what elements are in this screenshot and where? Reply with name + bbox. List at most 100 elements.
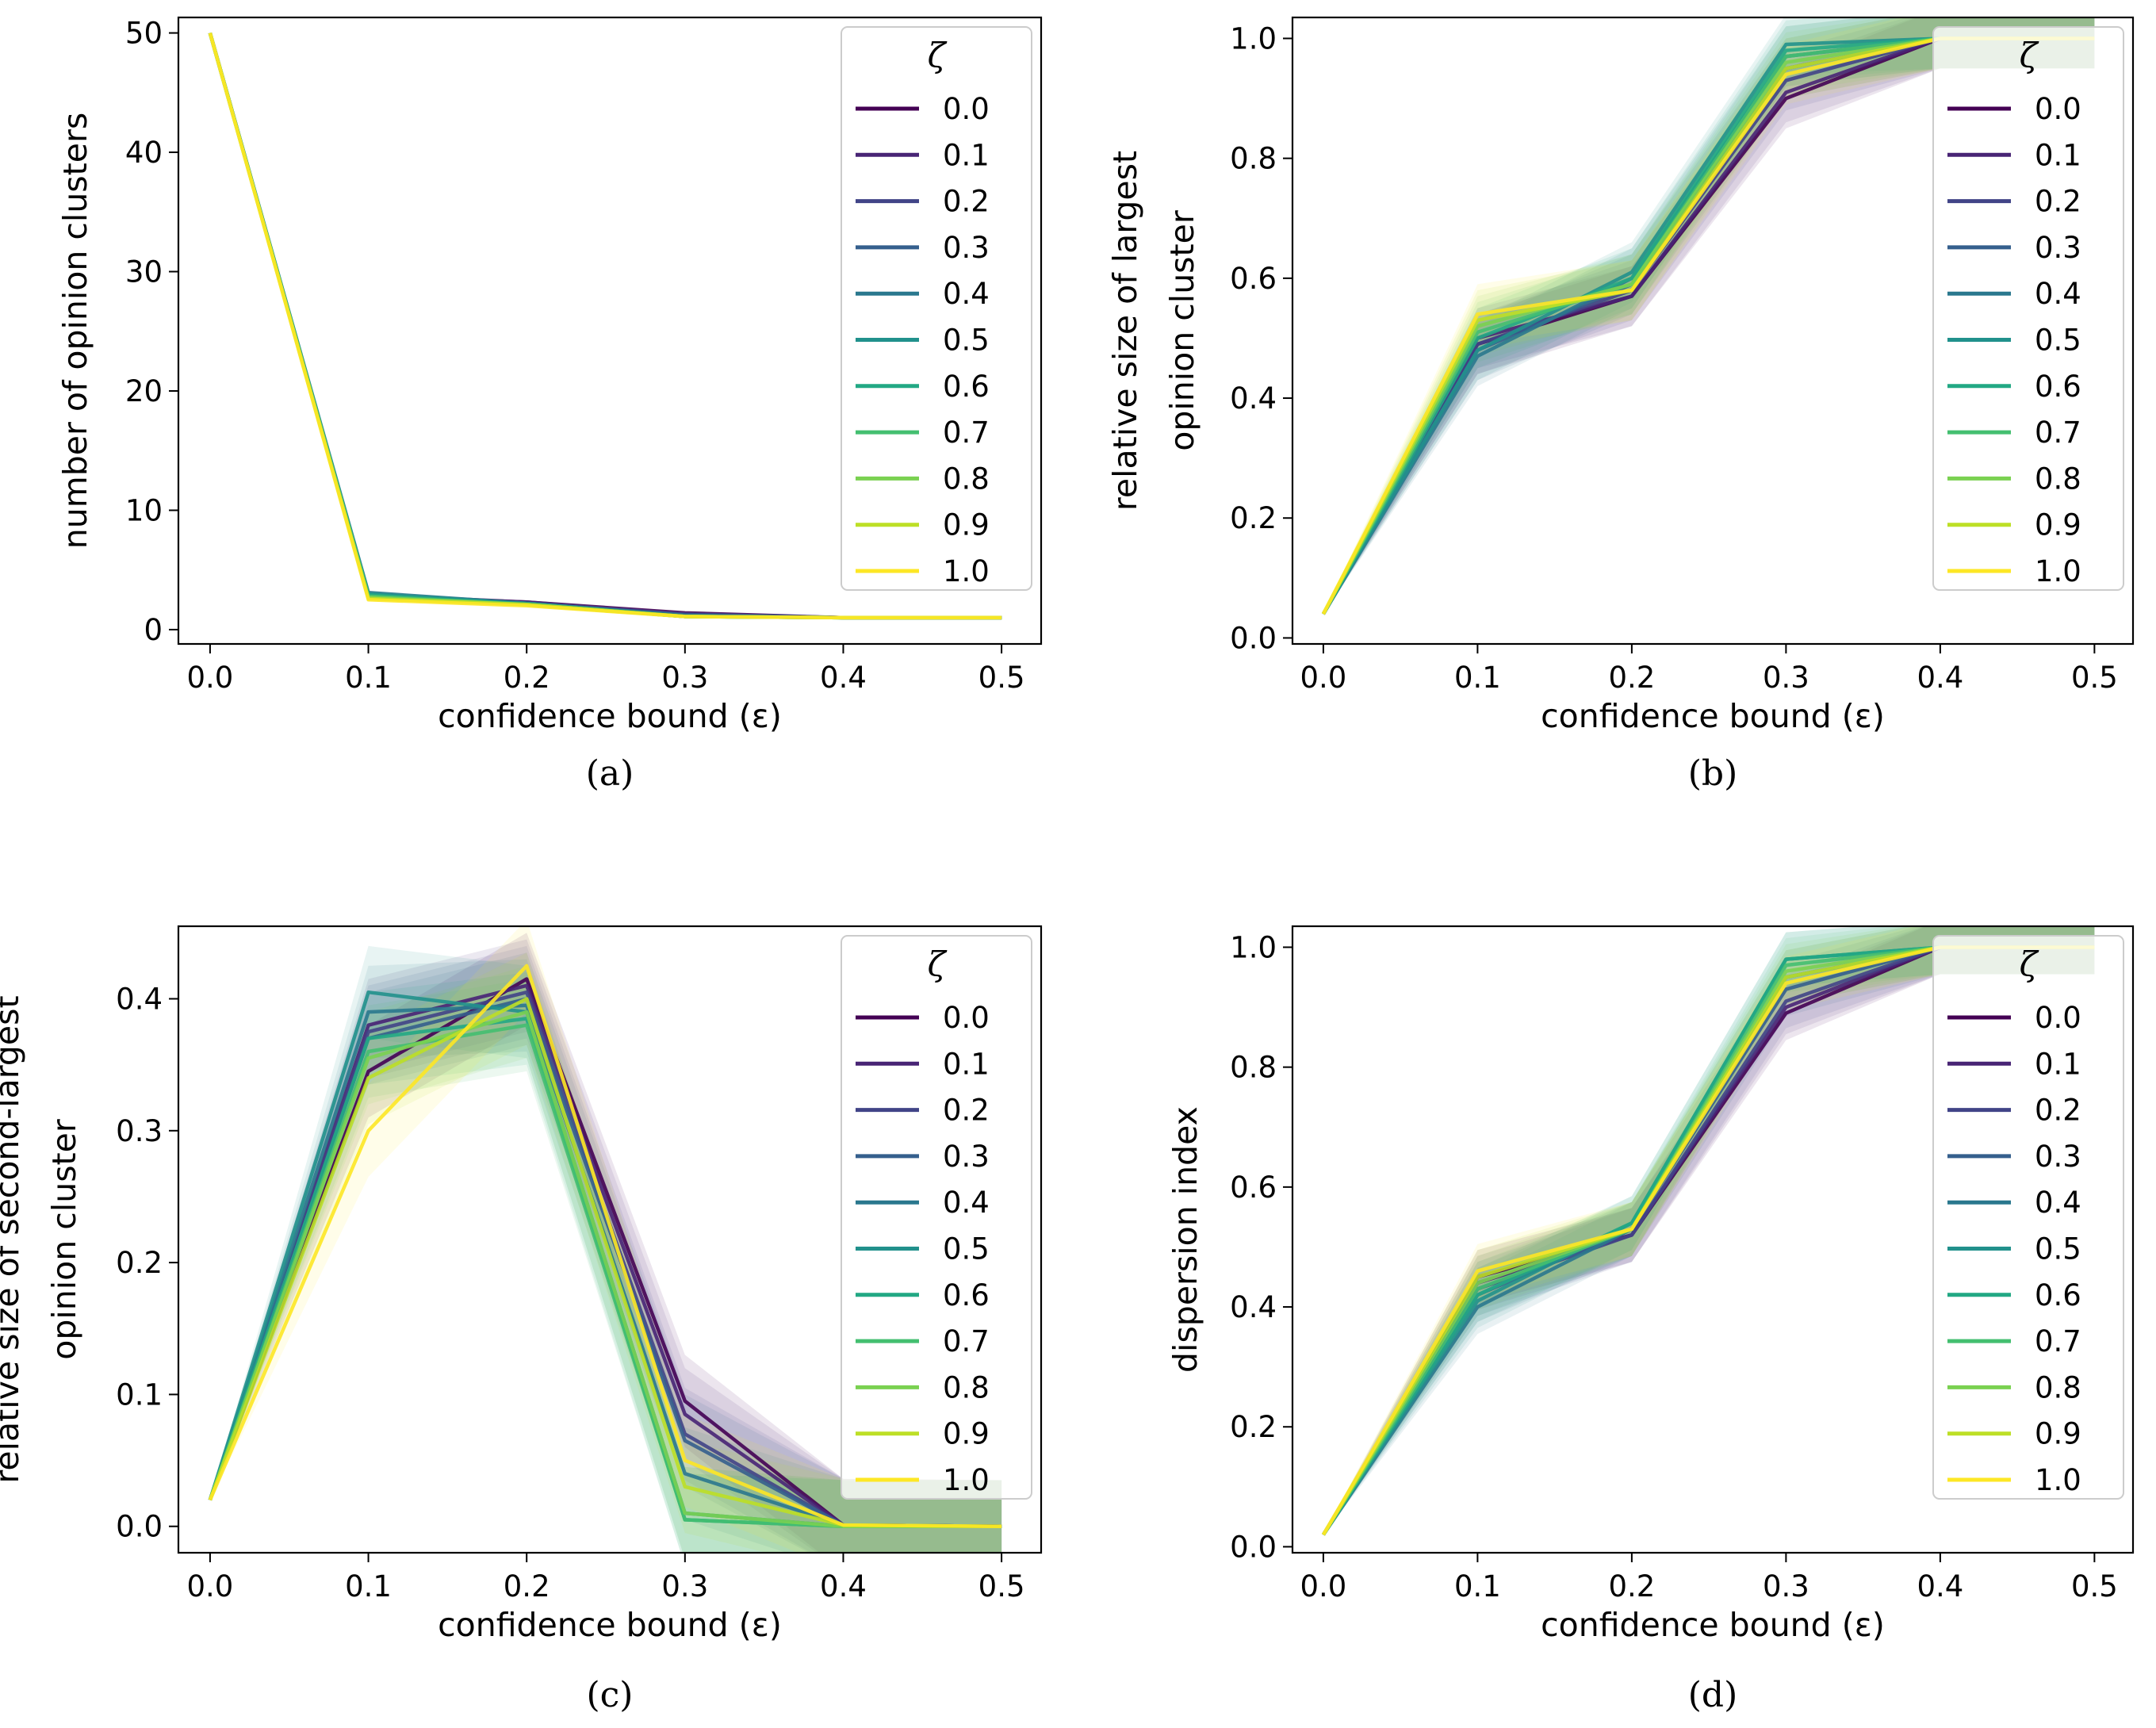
- legend-label-0.9: 0.9: [2035, 508, 2081, 542]
- y-axis-label: relative size of largest: [1106, 151, 1144, 511]
- legend-title: ζ: [2020, 36, 2039, 75]
- y-tick-label: 0.4: [116, 982, 163, 1016]
- y-tick-label: 50: [125, 17, 163, 51]
- x-tick-label: 0.3: [1763, 1569, 1809, 1603]
- band-zeta-0.5: [1323, 17, 2095, 615]
- y-axis-label: opinion cluster: [1163, 210, 1201, 451]
- y-tick-label: 0.6: [1230, 1171, 1277, 1205]
- legend: ζ 0.0 0.1 0.2 0.3 0.4 0.5 0.6 0.7 0.8 0.9 1.0: [841, 935, 1032, 1500]
- legend-label-0.7: 0.7: [943, 1324, 990, 1358]
- y-tick-label: 1.0: [1230, 930, 1277, 964]
- legend-label-0.2: 0.2: [943, 185, 990, 219]
- band-zeta-0.5: [209, 945, 1002, 1553]
- legend-label-0.4: 0.4: [2035, 277, 2081, 311]
- y-tick-label: 0.2: [1230, 501, 1277, 535]
- legend: ζ 0.0 0.1 0.2 0.3 0.4 0.5 0.6 0.7 0.8 0.9 1.0: [1932, 935, 2124, 1500]
- x-tick-label: 0.5: [2071, 1569, 2118, 1603]
- y-axis-label: number of opinion clusters: [56, 113, 94, 549]
- legend-label-0.3: 0.3: [943, 1140, 990, 1174]
- legend-label-0.8: 0.8: [943, 1370, 990, 1404]
- x-tick-label: 0.2: [1608, 1569, 1655, 1603]
- legend-label-0.6: 0.6: [2035, 370, 2081, 404]
- legend-label-0.9: 0.9: [2035, 1417, 2081, 1451]
- legend-label-0.0: 0.0: [2035, 92, 2081, 126]
- line-zeta-1.0: [208, 964, 1002, 1528]
- band-zeta-0.9: [209, 952, 1002, 1553]
- y-tick-label: 0.0: [1230, 1530, 1277, 1564]
- legend-label-0.5: 0.5: [2035, 324, 2081, 358]
- y-tick-label: 0.8: [1230, 142, 1277, 176]
- y-tick-label: 40: [125, 136, 163, 170]
- legend-label-0.0: 0.0: [2035, 1001, 2081, 1035]
- x-tick-label: 0.1: [1454, 661, 1501, 695]
- legend-label-0.1: 0.1: [2035, 1047, 2081, 1081]
- x-tick-label: 0.4: [1917, 1569, 1963, 1603]
- legend-box: [1932, 26, 2124, 591]
- panel-3: 0.0 0.1 0.2 0.3 0.4 0.5 0.0 0.1 0.2 0.3 0.4 confide…: [0, 925, 1043, 1715]
- legend-label-0.5: 0.5: [2035, 1232, 2081, 1266]
- y-tick-label: 0.4: [1230, 381, 1277, 416]
- panel-caption: (a): [586, 753, 634, 794]
- panel-1: 0.0 0.1 0.2 0.3 0.4 0.5 0 10 20 30 40 50 confidence …: [56, 17, 1043, 794]
- legend-label-0.9: 0.9: [943, 1417, 990, 1451]
- band-zeta-0.2: [209, 945, 1002, 1553]
- y-tick-label: 0: [144, 613, 163, 647]
- legend-label-1.0: 1.0: [2035, 1463, 2081, 1497]
- y-tick-label: 30: [125, 255, 163, 289]
- legend-label-0.0: 0.0: [943, 1001, 990, 1035]
- legend-label-0.6: 0.6: [2035, 1278, 2081, 1312]
- x-tick-label: 0.2: [504, 1569, 550, 1603]
- x-tick-label: 0.3: [661, 1569, 708, 1603]
- legend-label-0.4: 0.4: [943, 1186, 990, 1220]
- legend-label-0.3: 0.3: [2035, 231, 2081, 265]
- y-tick-label: 0.1: [116, 1377, 163, 1412]
- y-tick-label: 20: [125, 374, 163, 408]
- x-tick-label: 0.1: [345, 661, 392, 695]
- legend-label-0.7: 0.7: [2035, 416, 2081, 450]
- legend-label-0.9: 0.9: [943, 508, 990, 542]
- y-tick-label: 10: [125, 493, 163, 527]
- legend-title: ζ: [928, 36, 948, 75]
- x-tick-label: 0.5: [978, 661, 1025, 695]
- x-tick-label: 0.2: [504, 661, 550, 695]
- band-zeta-0.4: [209, 959, 1002, 1553]
- x-tick-label: 0.0: [1300, 1569, 1346, 1603]
- legend-label-0.5: 0.5: [943, 1232, 990, 1266]
- legend-title: ζ: [2020, 944, 2039, 983]
- legend-label-0.2: 0.2: [2035, 1094, 2081, 1128]
- x-tick-label: 0.3: [1763, 661, 1809, 695]
- x-tick-label: 0.4: [1917, 661, 1963, 695]
- axes-frame: [177, 925, 1043, 1554]
- panel-caption: (b): [1688, 753, 1738, 794]
- y-axis-label: relative size of second-largest: [0, 995, 26, 1483]
- legend-label-0.8: 0.8: [943, 462, 990, 496]
- legend-label-0.1: 0.1: [2035, 138, 2081, 172]
- x-tick-label: 0.1: [1454, 1569, 1501, 1603]
- y-axis-label: dispersion index: [1166, 1106, 1204, 1373]
- legend-label-1.0: 1.0: [2035, 554, 2081, 588]
- legend-label-0.8: 0.8: [2035, 462, 2081, 496]
- legend: ζ 0.0 0.1 0.2 0.3 0.4 0.5 0.6 0.7 0.8 0.9 1.0: [1932, 26, 2124, 591]
- line-zeta-1.0: [208, 32, 1002, 620]
- x-tick-label: 0.4: [820, 661, 867, 695]
- panel-caption: (d): [1688, 1675, 1738, 1715]
- legend-label-0.3: 0.3: [943, 231, 990, 265]
- y-tick-label: 0.2: [116, 1246, 163, 1280]
- legend-label-0.1: 0.1: [943, 138, 990, 172]
- band-zeta-0.3: [209, 952, 1002, 1553]
- x-tick-label: 0.5: [978, 1569, 1025, 1603]
- y-tick-label: 0.3: [116, 1114, 163, 1148]
- y-tick-label: 0.2: [1230, 1410, 1277, 1444]
- legend-label-0.0: 0.0: [943, 92, 990, 126]
- x-axis-label: confidence bound (ε): [1541, 1606, 1885, 1644]
- legend-label-0.2: 0.2: [943, 1094, 990, 1128]
- y-tick-label: 0.6: [1230, 262, 1277, 296]
- legend-label-0.2: 0.2: [2035, 185, 2081, 219]
- axes-frame: [1291, 925, 2135, 1554]
- x-tick-label: 0.0: [187, 1569, 234, 1603]
- axes-frame: [1291, 16, 2135, 646]
- legend-label-0.5: 0.5: [943, 324, 990, 358]
- legend-label-0.7: 0.7: [2035, 1324, 2081, 1358]
- x-tick-label: 0.4: [820, 1569, 867, 1603]
